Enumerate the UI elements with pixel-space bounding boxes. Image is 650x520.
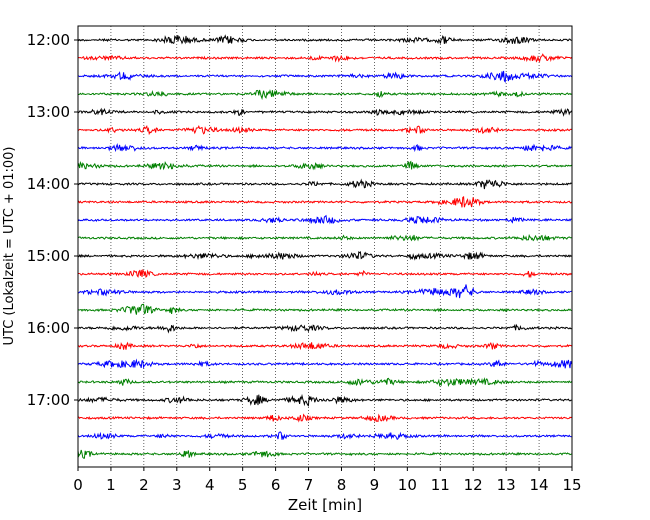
trace-line — [77, 358, 573, 370]
x-tick-label: 14 — [530, 476, 549, 494]
trace-line — [77, 268, 572, 279]
x-tick-label: 5 — [238, 476, 248, 494]
x-tick-label: 2 — [139, 476, 149, 494]
trace-line — [77, 178, 572, 190]
y-tick-label: 13:00 — [27, 103, 70, 121]
y-tick-label: 15:00 — [27, 247, 70, 265]
x-tick-label: 7 — [304, 476, 314, 494]
trace-line — [77, 251, 572, 261]
x-tick-label: 3 — [172, 476, 182, 494]
trace-line — [77, 323, 572, 334]
x-tick-label: 12 — [464, 476, 483, 494]
x-tick-label: 9 — [370, 476, 380, 494]
y-tick-label: 16:00 — [27, 319, 70, 337]
y-tick-label: 14:00 — [27, 175, 70, 193]
trace-line — [77, 107, 573, 117]
trace-line — [77, 195, 572, 208]
trace-line — [77, 303, 572, 315]
seismic-traces — [77, 34, 573, 459]
trace-line — [77, 53, 572, 63]
x-tick-label: 13 — [497, 476, 516, 494]
x-axis-ticks: 0 1 2 3 4 5 6 7 8 9 10 11 12 13 14 15 — [73, 467, 582, 494]
x-axis-label: Zeit [min] — [288, 496, 362, 514]
trace-line — [77, 393, 572, 407]
y-tick-label: 17:00 — [27, 391, 70, 409]
x-tick-label: 10 — [398, 476, 417, 494]
trace-line — [77, 70, 572, 84]
x-tick-label: 6 — [271, 476, 281, 494]
trace-line — [77, 341, 572, 351]
trace-line — [77, 413, 572, 423]
trace-line — [77, 449, 572, 459]
x-tick-label: 4 — [205, 476, 215, 494]
trace-line — [77, 34, 572, 45]
trace-line — [77, 124, 572, 136]
x-tick-label: 15 — [562, 476, 581, 494]
x-tick-label: 11 — [431, 476, 450, 494]
trace-line — [77, 377, 572, 387]
plot-background — [78, 26, 572, 467]
trace-line — [77, 233, 572, 242]
trace-line — [77, 214, 572, 225]
y-axis-label: UTC (Lokalzeit = UTC + 01:00) — [2, 147, 17, 346]
trace-line — [77, 284, 572, 299]
trace-line — [77, 160, 572, 171]
trace-line — [77, 143, 572, 153]
x-tick-label: 0 — [73, 476, 83, 494]
y-axis-ticks: 12:00 13:00 14:00 15:00 16:00 17:00 — [27, 31, 78, 409]
y-tick-label: 12:00 — [27, 31, 70, 49]
plot-frame — [77, 25, 573, 468]
trace-line — [77, 89, 572, 101]
x-tick-label: 1 — [106, 476, 116, 494]
x-tick-label: 8 — [337, 476, 347, 494]
trace-line — [77, 431, 572, 441]
